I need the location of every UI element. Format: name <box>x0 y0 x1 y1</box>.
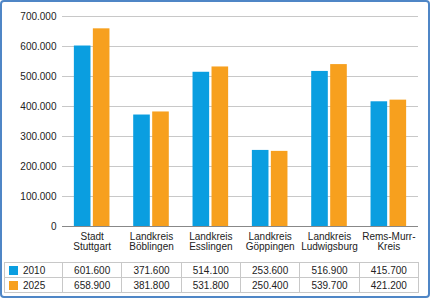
html-text:415.700: 415.700 <box>370 264 407 276</box>
svg-text:700.000: 700.000 <box>20 11 57 22</box>
svg-text:500.000: 500.000 <box>20 71 57 82</box>
html-text:539.700: 539.700 <box>311 279 348 291</box>
html-text:658.900: 658.900 <box>74 279 111 291</box>
svg-text:StadtStuttgart: StadtStuttgart <box>73 231 111 252</box>
html-text:601.600: 601.600 <box>74 264 111 276</box>
html-text:381.800: 381.800 <box>133 279 170 291</box>
svg-text:LandkreisLudwigsburg: LandkreisLudwigsburg <box>301 231 358 252</box>
html-text:253.600: 253.600 <box>252 264 289 276</box>
svg-text:300.000: 300.000 <box>20 131 57 142</box>
html-text:531.800: 531.800 <box>192 279 229 291</box>
svg-text:400.000: 400.000 <box>20 101 57 112</box>
svg-text:100.000: 100.000 <box>20 191 57 202</box>
svg-text:LandkreisEsslingen: LandkreisEsslingen <box>189 231 232 252</box>
svg-text:200.000: 200.000 <box>20 161 57 172</box>
svg-text:600.000: 600.000 <box>20 41 57 52</box>
html-text:514.100: 514.100 <box>192 264 229 276</box>
html-text:371.600: 371.600 <box>133 264 170 276</box>
svg-text:LandkreisBöblingen: LandkreisBöblingen <box>129 231 173 252</box>
html-text:250.400: 250.400 <box>252 279 289 291</box>
html-text:2025: 2025 <box>23 279 46 291</box>
svg-text:Rems-Murr-Kreis: Rems-Murr-Kreis <box>362 231 415 252</box>
html-text:516.900: 516.900 <box>311 264 348 276</box>
html-text:421.200: 421.200 <box>370 279 407 291</box>
svg-text:0: 0 <box>51 221 57 232</box>
svg-text:LandkreisGöppingen: LandkreisGöppingen <box>246 231 295 252</box>
html-text:2010: 2010 <box>23 264 46 276</box>
